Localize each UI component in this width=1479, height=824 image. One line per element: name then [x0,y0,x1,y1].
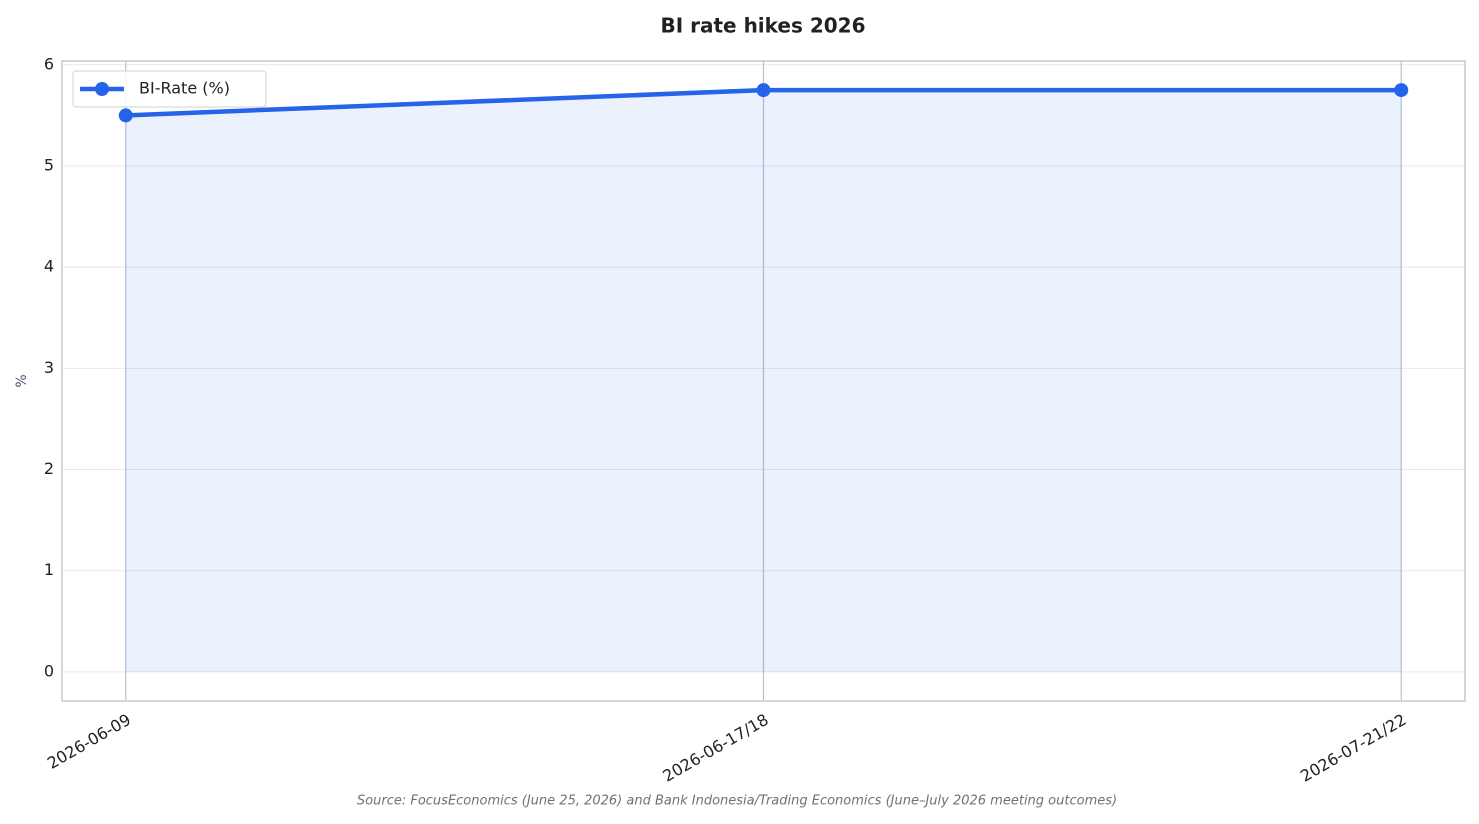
legend-marker [95,82,109,96]
y-axis-label: % [14,374,30,387]
legend-label: BI-Rate (%) [139,79,230,98]
x-tick-label: 2026-06-09 [44,710,134,773]
point [756,83,771,98]
area [125,90,1402,672]
y-tick-label: 3 [44,358,54,377]
point [118,108,133,123]
y-tick-label: 5 [44,155,54,174]
y-tick-label: 1 [44,560,54,579]
y-tick-label: 2 [44,459,54,478]
y-tick-label: 4 [44,257,54,276]
x-tick-label: 2026-07-21/22 [1297,710,1409,786]
y-tick-label: 6 [44,54,54,73]
legend-box [72,70,267,108]
plot-frame [61,60,1466,702]
source-note: Source: FocusEconomics (June 25, 2026) a… [357,794,1117,809]
x-tick-label: 2026-06-17/18 [659,710,771,786]
chart-title: BI rate hikes 2026 [660,14,865,38]
y-tick-label: 0 [44,661,54,680]
point [1394,83,1409,98]
